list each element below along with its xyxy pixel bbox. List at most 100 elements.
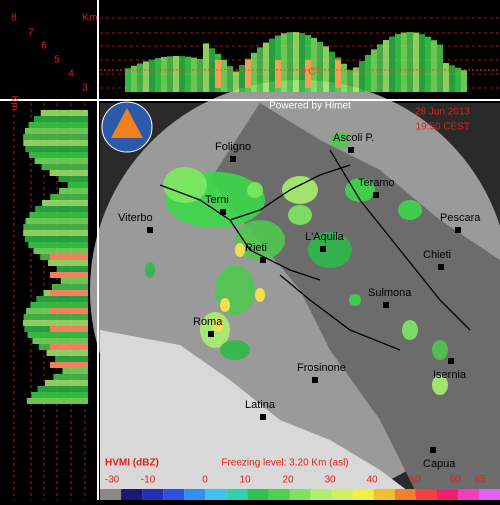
profile-cell (50, 362, 88, 368)
city-label: Latina (245, 399, 276, 411)
level-label: 3 (82, 83, 88, 94)
profile-cell (40, 110, 88, 116)
city-marker (312, 377, 318, 383)
scale-swatch (184, 489, 206, 500)
color-scale: -30 -10 0 10 20 30 40 50 60 65 (100, 475, 500, 500)
profile-cell (197, 58, 203, 92)
profile-cell (131, 65, 137, 92)
profile-cell (28, 122, 88, 128)
profile-cell (377, 44, 383, 92)
profile-cell (443, 63, 449, 92)
scale-label: 20 (282, 475, 294, 486)
city-label: Chieti (423, 249, 451, 261)
profile-cell (25, 218, 88, 224)
city-label: Frosinone (297, 362, 346, 374)
level-label: 6 (41, 41, 47, 52)
scale-swatch (121, 489, 143, 500)
profile-cell (55, 356, 88, 362)
scale-swatch (478, 489, 500, 500)
profile-cell (401, 32, 407, 92)
profile-cell (60, 278, 88, 284)
scale-swatch (352, 489, 374, 500)
scale-label: 65 (474, 475, 486, 486)
scale-label: -10 (141, 475, 156, 486)
scale-swatch (394, 489, 416, 500)
profile-cell (50, 272, 88, 278)
city-marker (208, 331, 214, 337)
scale-label: -30 (105, 475, 120, 486)
profile-cell (30, 302, 88, 308)
profile-cell (50, 344, 88, 350)
scale-swatch (415, 489, 437, 500)
echo (402, 320, 418, 340)
profile-cell (419, 34, 425, 92)
profile-cell (50, 254, 88, 260)
profile-cell (239, 64, 245, 92)
profile-cell (143, 61, 149, 92)
scale-swatch (373, 489, 395, 500)
profile-cell (35, 206, 88, 212)
city-label: Pescara (440, 212, 481, 224)
cities: Foligno Ascoli P. Teramo Terni Pescara Viterb… (118, 132, 481, 470)
profile-cell (437, 44, 443, 92)
scale-label: 10 (239, 475, 251, 486)
profile-cell (365, 54, 371, 92)
scale-swatch (436, 489, 458, 500)
profile-cell (305, 60, 311, 88)
city-label: Sulmona (368, 287, 412, 299)
profile-cell (395, 34, 401, 92)
city-marker (455, 227, 461, 233)
city-label: L'Aquila (305, 231, 345, 243)
city-label: Capua (423, 458, 456, 470)
profile-cell (58, 176, 88, 182)
profile-cell (50, 194, 88, 200)
echo-strong (220, 298, 230, 312)
profile-cell (173, 56, 179, 92)
profile-cell (24, 236, 88, 242)
date: 28 Jun 2013 (415, 107, 470, 118)
echo (163, 167, 207, 203)
profile-cell (41, 164, 88, 170)
profile-cell (413, 32, 419, 92)
city-marker (373, 192, 379, 198)
profile-cell (29, 152, 88, 158)
profile-cell (203, 43, 209, 92)
profile-cell (215, 60, 221, 88)
city-label: Viterbo (118, 212, 153, 224)
scale-label: 30 (324, 475, 336, 486)
profile-cell (34, 158, 88, 164)
city-marker (430, 447, 436, 453)
city-marker (220, 209, 226, 215)
echo-strong (235, 243, 245, 257)
profile-cell (155, 58, 161, 92)
profile-cell (425, 36, 431, 92)
city-marker (383, 302, 389, 308)
freezing-level: Freezing level: 3.20 Km (asl) (221, 458, 348, 469)
echo (282, 176, 318, 204)
profile-cell (383, 40, 389, 92)
level-label: 5 (54, 55, 60, 66)
echo (235, 220, 285, 260)
profile-cell (49, 170, 88, 176)
profile-cell (36, 296, 88, 302)
scale-swatch (331, 489, 353, 500)
scale-swatch (247, 489, 269, 500)
profile-cell (455, 67, 461, 92)
profile-cell (317, 41, 323, 92)
profile-cell (191, 57, 197, 92)
profile-cell (299, 33, 305, 92)
level-label: 4 (68, 69, 74, 80)
unit-label: Km (83, 13, 98, 24)
profile-cell (27, 332, 89, 338)
profile-cell (263, 42, 269, 92)
profile-cell (161, 57, 167, 92)
profile-cell (67, 182, 88, 188)
level-label: 8 (11, 13, 17, 24)
profile-cell (245, 60, 251, 88)
profile-cell (50, 326, 88, 332)
city-marker (320, 246, 326, 252)
profile-cell (227, 66, 233, 92)
credit: Powered by Himet (269, 101, 351, 112)
time: 19:50 CEST (416, 122, 470, 133)
